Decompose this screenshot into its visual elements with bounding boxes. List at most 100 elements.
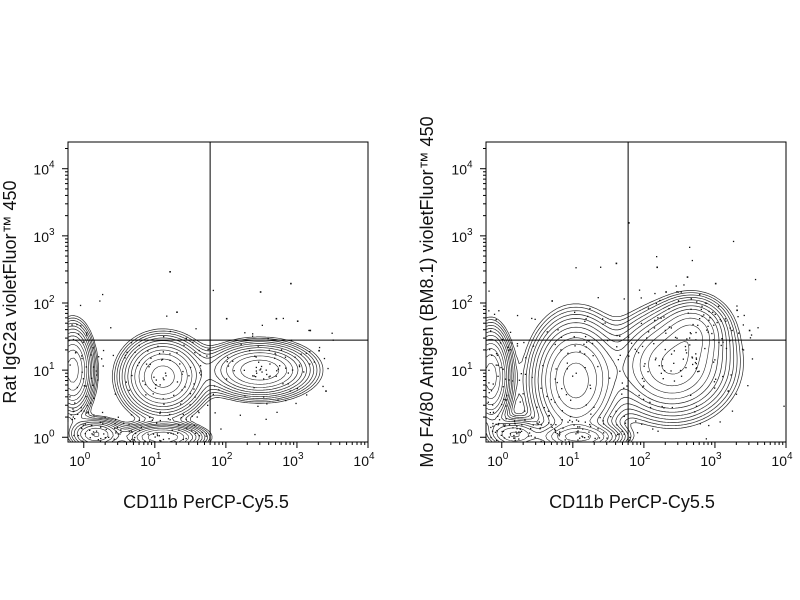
- event-dot: [135, 432, 137, 435]
- event-dot: [692, 323, 694, 326]
- y-axis-label-left: Rat IgG2a violetFluor™ 450: [0, 180, 20, 403]
- event-dot: [199, 354, 201, 356]
- event-dot: [694, 361, 697, 364]
- event-dot: [154, 436, 156, 438]
- event-dot: [180, 417, 183, 419]
- event-dot: [72, 416, 74, 418]
- event-dot: [492, 411, 495, 413]
- event-dot: [85, 366, 87, 368]
- event-dot: [269, 375, 271, 377]
- event-dot: [144, 440, 146, 442]
- event-dot: [711, 332, 713, 335]
- event-dot: [539, 427, 541, 429]
- event-dot: [561, 410, 563, 412]
- event-dot: [137, 364, 139, 367]
- event-dot: [280, 349, 283, 351]
- event-dot: [103, 433, 105, 435]
- event-dot: [696, 367, 698, 369]
- event-dot: [188, 375, 190, 377]
- event-dot: [577, 430, 579, 432]
- event-dot: [96, 374, 98, 376]
- event-dot: [501, 338, 504, 341]
- event-dot: [579, 350, 581, 352]
- event-dot: [505, 405, 507, 407]
- event-dot: [282, 383, 284, 385]
- event-dot: [179, 363, 181, 365]
- event-dot: [128, 431, 130, 433]
- event-dot: [71, 324, 73, 326]
- event-dot: [652, 428, 654, 430]
- contour-level-2: [67, 317, 321, 443]
- event-dot: [168, 438, 170, 440]
- event-dot: [507, 346, 509, 348]
- event-dot: [623, 298, 625, 300]
- event-dot: [584, 353, 586, 355]
- event-dot: [597, 428, 599, 430]
- event-dot: [303, 371, 305, 373]
- event-dot: [504, 399, 507, 401]
- event-dot: [198, 435, 201, 437]
- event-dot: [657, 317, 659, 319]
- event-dot: [567, 421, 569, 423]
- event-dot: [268, 349, 270, 351]
- event-dot: [543, 407, 545, 409]
- event-dot: [555, 368, 557, 370]
- event-dot: [698, 370, 700, 372]
- event-dot: [263, 378, 265, 380]
- event-dot: [285, 399, 287, 402]
- event-dot: [227, 365, 230, 367]
- event-dot: [555, 424, 557, 426]
- event-dot: [670, 353, 673, 355]
- event-dot: [133, 439, 135, 441]
- event-dot: [158, 352, 161, 355]
- event-dot: [263, 396, 265, 398]
- event-dot: [514, 439, 516, 442]
- event-dot: [546, 395, 548, 398]
- event-dot: [76, 386, 78, 389]
- event-dot: [144, 383, 146, 386]
- event-dot: [636, 350, 638, 352]
- event-dot: [80, 427, 82, 429]
- event-dot: [750, 334, 753, 336]
- event-dot: [660, 372, 662, 374]
- event-dot: [577, 439, 579, 441]
- event-dot: [585, 404, 587, 406]
- contour-level-3: [485, 294, 738, 443]
- event-dot: [691, 259, 693, 262]
- event-dot: [689, 332, 691, 334]
- event-dot: [308, 329, 310, 332]
- event-dot: [327, 367, 329, 370]
- event-dot: [618, 433, 621, 435]
- event-dot: [655, 357, 657, 359]
- event-dot: [73, 410, 75, 412]
- event-dot: [163, 403, 165, 405]
- event-dot: [495, 423, 497, 425]
- event-dot: [628, 355, 630, 357]
- event-dot: [713, 324, 715, 326]
- event-dot: [505, 418, 507, 420]
- event-dot: [70, 414, 72, 416]
- event-dot: [489, 412, 491, 414]
- outlier-dot: [318, 349, 320, 352]
- event-dot: [532, 424, 534, 426]
- event-dot: [524, 373, 527, 375]
- y-tick-label: 104: [33, 160, 55, 178]
- event-dot: [138, 419, 141, 422]
- event-dot: [275, 354, 277, 356]
- event-dot: [511, 342, 513, 344]
- event-dot: [102, 349, 105, 352]
- event-dot: [181, 400, 183, 402]
- outlier-dot: [748, 329, 751, 332]
- event-dot: [205, 435, 207, 437]
- event-dot: [519, 401, 521, 403]
- event-dot: [201, 431, 203, 434]
- event-dot: [100, 437, 102, 440]
- event-dot: [282, 317, 284, 320]
- event-dot: [528, 432, 531, 434]
- event-dot: [630, 342, 633, 344]
- event-dot: [742, 349, 745, 351]
- event-dot: [500, 434, 502, 436]
- event-dot: [181, 389, 183, 391]
- event-dot: [82, 424, 84, 426]
